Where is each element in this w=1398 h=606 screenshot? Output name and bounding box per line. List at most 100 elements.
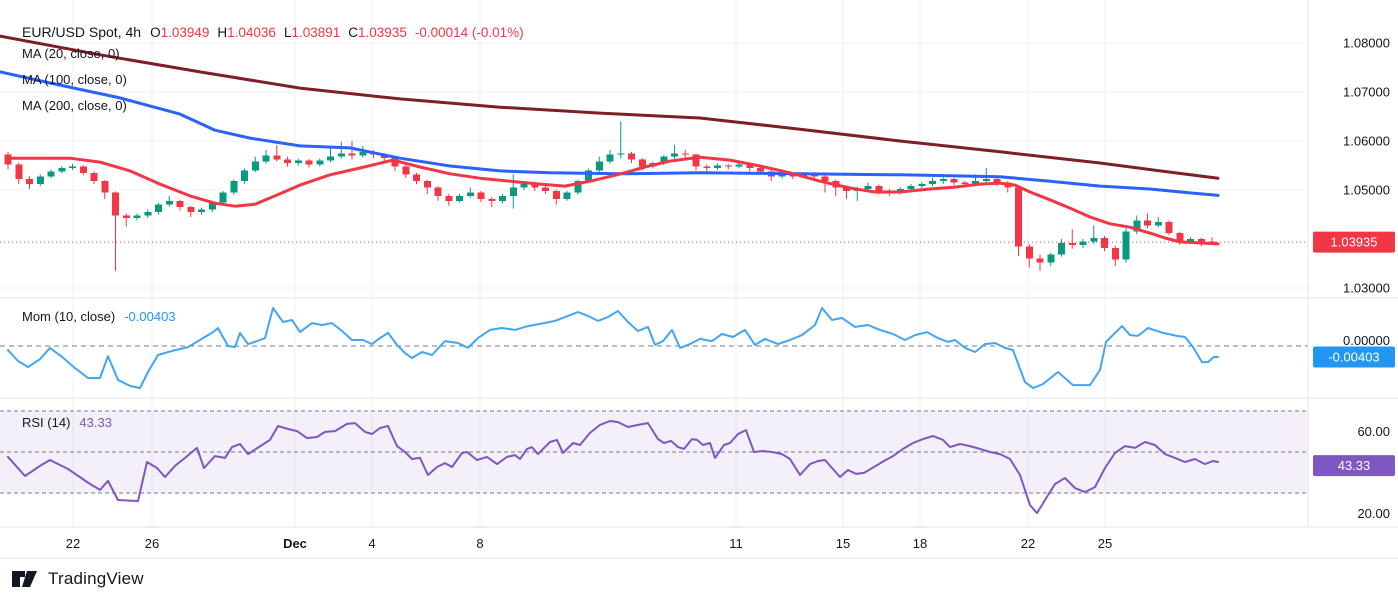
rsi-axis-label: 20.00 bbox=[1357, 506, 1390, 521]
candle-body bbox=[714, 165, 721, 168]
candle-body bbox=[617, 153, 625, 155]
candle-body bbox=[316, 160, 324, 165]
close-value: 1.03935 bbox=[358, 25, 407, 40]
candle-body bbox=[1015, 187, 1022, 247]
candle-body bbox=[251, 161, 259, 171]
candle-body bbox=[628, 153, 635, 160]
candle-body bbox=[1068, 242, 1076, 245]
candle-body bbox=[241, 170, 248, 182]
tradingview-logo-icon bbox=[12, 571, 37, 587]
tradingview-logo[interactable]: TradingView bbox=[12, 569, 144, 589]
candle-body bbox=[1144, 220, 1151, 226]
candle-body bbox=[26, 179, 33, 185]
candle-body bbox=[36, 176, 44, 185]
candle-body bbox=[488, 198, 496, 201]
rsi-label: RSI (14) bbox=[22, 415, 71, 430]
mom-axis-label: 0.00000 bbox=[1343, 333, 1390, 348]
open-label: O bbox=[150, 25, 161, 40]
price-axis-label: 1.07000 bbox=[1343, 85, 1390, 100]
candle-body bbox=[724, 165, 732, 167]
ma200-label: MA (200, close, 0) bbox=[22, 98, 127, 113]
price-axis-label: 1.03000 bbox=[1343, 281, 1390, 296]
candle-body bbox=[1047, 254, 1055, 263]
ma200-line bbox=[0, 34, 1220, 180]
candle-body bbox=[982, 179, 990, 182]
candle-body bbox=[542, 187, 549, 191]
ma20-legend[interactable]: MA (20, close, 0) bbox=[22, 46, 120, 61]
candle-body bbox=[1154, 221, 1162, 226]
candle-body bbox=[907, 186, 915, 190]
time-axis-pane[interactable] bbox=[0, 527, 1398, 558]
candle-body bbox=[961, 182, 969, 185]
candle-body bbox=[456, 195, 463, 201]
close-label: C bbox=[348, 25, 359, 40]
rsi-line bbox=[7, 420, 1219, 515]
candle-body bbox=[1133, 220, 1141, 232]
candle-body bbox=[778, 174, 786, 177]
tradingview-brand-text: TradingView bbox=[48, 569, 144, 588]
price-badge-bg bbox=[1313, 231, 1395, 253]
candle-body bbox=[1208, 241, 1216, 243]
candle-body bbox=[219, 192, 227, 203]
rsi-legend[interactable]: RSI (14) 43.33 bbox=[22, 415, 112, 430]
symbol-legend[interactable]: EUR/USD Spot, 4h O1.03949 H1.04036 L1.03… bbox=[22, 24, 524, 40]
candle-body bbox=[155, 204, 162, 213]
candle-body bbox=[1122, 231, 1130, 260]
candle-body bbox=[950, 179, 958, 183]
time-tick-label: 26 bbox=[145, 536, 159, 551]
candle-body bbox=[757, 167, 764, 172]
candle-body bbox=[391, 158, 399, 167]
candle-body bbox=[499, 195, 506, 201]
candle-body bbox=[735, 164, 743, 167]
candle-body bbox=[1187, 239, 1194, 242]
candle-body bbox=[509, 187, 517, 196]
candle-body bbox=[531, 184, 539, 188]
time-tick-label: 18 bbox=[913, 536, 927, 551]
candle-body bbox=[681, 153, 689, 155]
candle-body bbox=[337, 153, 345, 157]
high-value: 1.04036 bbox=[227, 25, 276, 40]
candle-body bbox=[15, 164, 23, 180]
candle-body bbox=[746, 164, 754, 168]
candle-body bbox=[144, 212, 152, 216]
candle-body bbox=[918, 184, 926, 187]
rsi-badge: 43.33 bbox=[1338, 458, 1371, 473]
candle-body bbox=[821, 176, 829, 182]
candle-body bbox=[327, 156, 334, 161]
candle-body bbox=[1058, 242, 1065, 255]
time-tick-label: 15 bbox=[836, 536, 850, 551]
candle-body bbox=[929, 181, 936, 185]
price-badge: 1.03935 bbox=[1331, 235, 1378, 250]
candle-body bbox=[864, 186, 872, 190]
candle-body bbox=[1036, 258, 1044, 263]
candle-body bbox=[585, 170, 592, 182]
candle-body bbox=[466, 192, 474, 196]
time-tick-label: 8 bbox=[476, 536, 483, 551]
price-axis-label: 1.05000 bbox=[1343, 183, 1390, 198]
momentum-value: -0.00403 bbox=[124, 309, 176, 324]
candle-body bbox=[133, 215, 141, 218]
candle-body bbox=[671, 153, 678, 157]
candle-body bbox=[294, 160, 302, 164]
candle-body bbox=[552, 190, 560, 199]
candle-body bbox=[1090, 238, 1098, 242]
ma100-legend[interactable]: MA (100, close, 0) bbox=[22, 72, 127, 87]
candle-body bbox=[477, 192, 485, 199]
momentum-legend[interactable]: Mom (10, close) -0.00403 bbox=[22, 309, 176, 324]
candle-body bbox=[434, 187, 442, 196]
price-axis-pane[interactable] bbox=[1308, 0, 1398, 527]
low-label: L bbox=[283, 25, 292, 40]
candle-body bbox=[402, 166, 410, 175]
ma200-legend[interactable]: MA (200, close, 0) bbox=[22, 98, 127, 113]
candle-body bbox=[58, 167, 66, 172]
symbol-title: EUR/USD Spot, 4h bbox=[22, 24, 142, 40]
candle-body bbox=[972, 181, 979, 185]
candle-body bbox=[305, 160, 313, 165]
candle-body bbox=[348, 153, 356, 156]
candle-body bbox=[789, 174, 797, 177]
candle-body bbox=[1176, 233, 1184, 242]
open-value: 1.03949 bbox=[160, 25, 210, 40]
time-tick-label: Dec bbox=[283, 536, 307, 551]
ma100-label: MA (100, close, 0) bbox=[22, 72, 127, 87]
